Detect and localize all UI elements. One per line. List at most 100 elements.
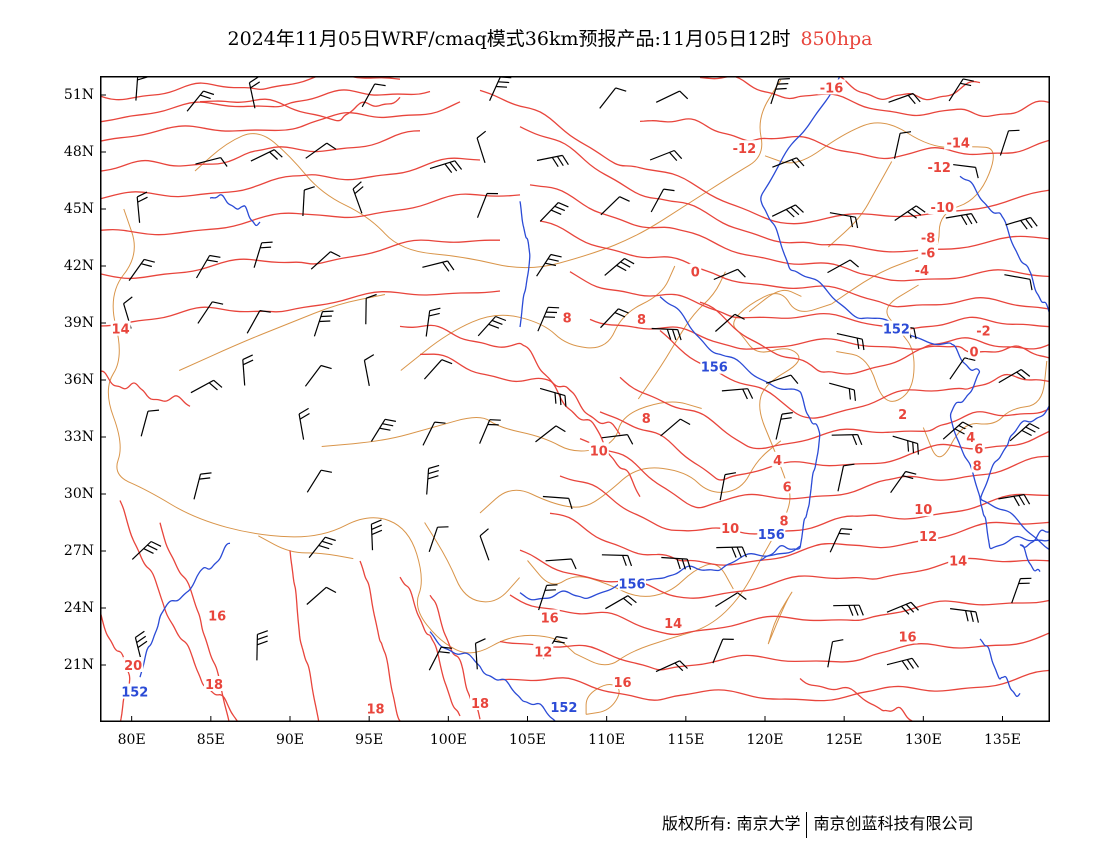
wind-barb: [136, 191, 148, 223]
wind-barb: [771, 204, 804, 218]
wind-barb: [476, 192, 499, 218]
wind-barb: [833, 604, 864, 616]
contour-label: 152: [121, 686, 148, 701]
lon-tick-label: 85E: [196, 732, 225, 748]
wind-barb: [651, 327, 682, 341]
contour-label: 152: [883, 323, 910, 338]
contour-label: 16: [541, 612, 559, 627]
contour-label: 16: [613, 676, 631, 691]
contour-label: 18: [205, 678, 223, 693]
wind-barb: [605, 595, 637, 610]
wind-barb: [536, 154, 569, 168]
wind-barb: [948, 78, 974, 102]
wind-barb: [306, 469, 333, 493]
contour-label: 156: [618, 577, 645, 592]
lat-tick-label: 48N: [63, 144, 94, 160]
contour-label: 14: [664, 617, 682, 632]
contour-label: 0: [969, 346, 978, 361]
wind-barb: [886, 601, 919, 615]
lon-tick-label: 80E: [117, 732, 146, 748]
wind-barb: [599, 87, 627, 109]
wind-barb: [370, 519, 383, 551]
wind-barb: [716, 546, 747, 558]
contour-label: -4: [915, 264, 929, 279]
wind-barb: [131, 540, 162, 560]
wind-barb: [713, 268, 746, 281]
wind-barb: [426, 464, 440, 495]
wind-barb: [894, 205, 926, 221]
wind-barb: [888, 92, 921, 105]
wind-barb: [831, 434, 863, 446]
wind-barb: [655, 90, 689, 103]
wind-barb: [829, 528, 853, 553]
wind-barb: [655, 660, 688, 673]
wind-barb: [298, 407, 310, 440]
contour-label: 8: [637, 313, 646, 328]
wind-barb: [600, 196, 630, 216]
plot-frame: [100, 76, 1050, 722]
contour-label: 16: [898, 631, 916, 646]
wind-barb: [890, 470, 917, 494]
wind-barb: [601, 554, 633, 567]
wind-barb: [186, 90, 215, 112]
lon-tick-label: 105E: [509, 732, 546, 748]
lat-tick-label: 42N: [63, 258, 94, 274]
contour-label: 10: [914, 503, 932, 518]
contour-label: -12: [733, 142, 757, 157]
contour-label: 4: [773, 454, 782, 469]
contour-label: 8: [563, 311, 572, 326]
contour-label: -14: [946, 137, 970, 152]
wind-barb: [313, 310, 334, 337]
lon-tick-label: 95E: [355, 732, 384, 748]
lat-tick-label: 45N: [63, 201, 94, 217]
contour-label: 4: [966, 431, 975, 446]
wind-barb: [942, 421, 973, 440]
map-plot-area: -16 -12 -14 -12 -10 -8 -6 -4 0 -2 0 8 8 2 4 6 8 8 10 4 6 8 10 1…: [100, 76, 1050, 722]
wind-barb: [949, 357, 976, 380]
wind-barb: [1011, 577, 1032, 604]
contour-label: 14: [949, 555, 967, 570]
wind-barb: [256, 630, 269, 661]
wind-barb: [250, 149, 283, 162]
wind-barb: [1009, 422, 1040, 442]
wind-barb: [242, 354, 254, 386]
wind-barb: [302, 186, 315, 217]
wind-barb: [474, 638, 486, 670]
contour-label: 10: [590, 444, 608, 459]
wind-barb: [945, 213, 978, 226]
contour-label: 10: [721, 522, 739, 537]
lon-tick-label: 110E: [588, 732, 626, 748]
lat-tick-label: 21N: [63, 657, 94, 673]
wind-barb: [998, 368, 1031, 384]
lat-tick-label: 27N: [63, 543, 94, 559]
temperature-contours: [100, 76, 1050, 722]
lon-tick-label: 135E: [984, 732, 1021, 748]
wind-barb: [719, 472, 737, 501]
wind-barb: [545, 558, 577, 570]
contour-label: 0: [691, 266, 700, 281]
wind-barbs: [123, 76, 1040, 673]
lat-tick-label: 24N: [63, 600, 94, 616]
wind-barb: [886, 657, 919, 671]
wind-barb: [650, 188, 675, 213]
contour-label: 156: [758, 528, 785, 543]
wind-barb: [949, 163, 979, 179]
wind-barb: [772, 157, 805, 169]
wind-barb: [601, 434, 634, 445]
wind-barb: [246, 310, 271, 334]
lon-tick-label: 130E: [904, 732, 942, 748]
wind-barb: [537, 306, 560, 332]
contour-label: 156: [701, 361, 728, 376]
wind-barb: [536, 253, 562, 277]
wind-barb: [539, 202, 569, 222]
footer-separator: [806, 811, 808, 838]
contour-label: 2: [898, 408, 907, 423]
contour-label: -8: [921, 232, 935, 247]
contour-label: 6: [783, 480, 792, 495]
wind-barb: [775, 412, 793, 440]
wind-barb: [140, 409, 160, 437]
contour-label: 8: [642, 412, 651, 427]
wind-barb: [539, 387, 567, 407]
wind-barb: [476, 130, 487, 163]
lon-tick-label: 90E: [275, 732, 305, 748]
